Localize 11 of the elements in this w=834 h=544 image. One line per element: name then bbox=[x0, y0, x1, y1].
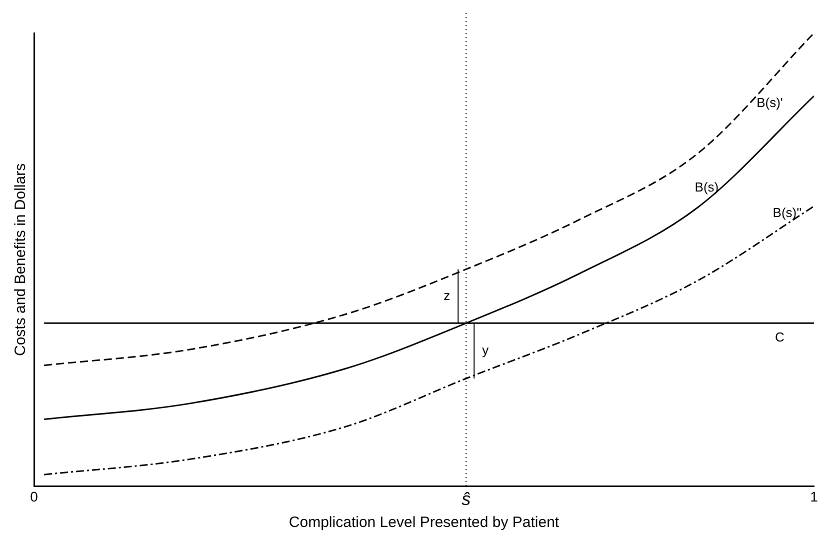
x-tick-label: 1 bbox=[810, 488, 818, 505]
y-axis-title: Costs and Benefits in Dollars bbox=[12, 163, 30, 356]
series-label: C bbox=[775, 329, 784, 344]
annotation: y bbox=[482, 342, 490, 358]
annotation: z bbox=[444, 288, 450, 303]
series-label: B(s)' bbox=[756, 95, 783, 110]
x-axis-title: Complication Level Presented by Patient bbox=[288, 514, 560, 532]
series-label: B(s)'' bbox=[772, 205, 802, 220]
series-label: B(s) bbox=[694, 180, 719, 195]
x-tick-label: 0 bbox=[30, 488, 38, 505]
x-tick-label: ŝ bbox=[462, 489, 471, 510]
